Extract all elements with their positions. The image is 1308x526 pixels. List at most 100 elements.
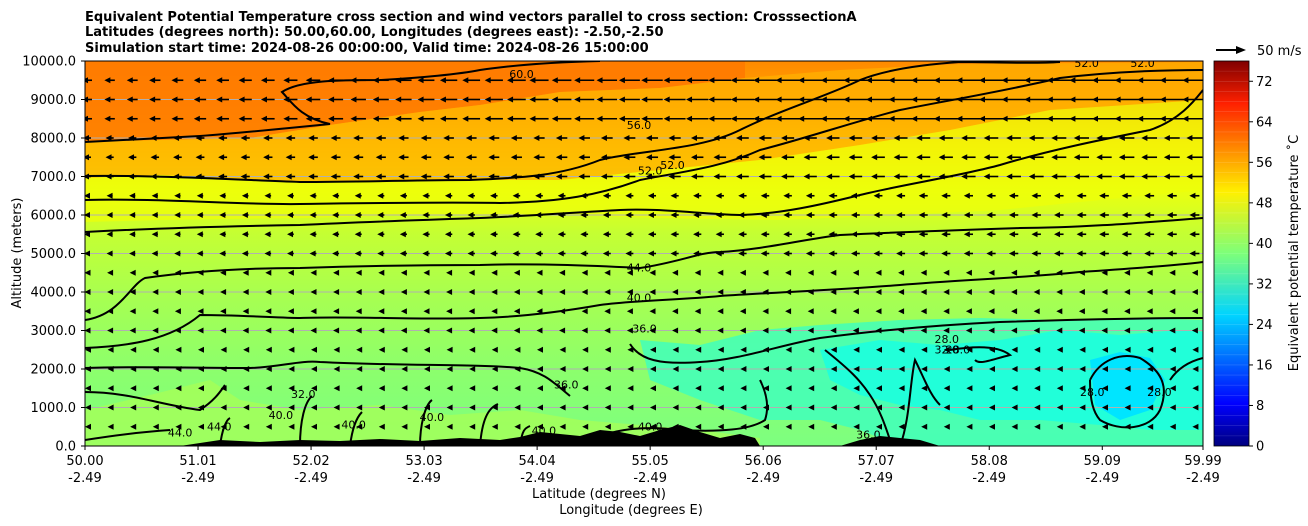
wind-vector <box>738 192 747 199</box>
wind-vector <box>260 77 275 84</box>
wind-vector <box>85 115 92 122</box>
wind-vector <box>446 308 453 315</box>
wind-vector <box>197 308 204 315</box>
wind-vector <box>535 212 543 218</box>
wind-vector <box>243 346 250 353</box>
wind-vector <box>1031 212 1041 218</box>
wind-vector <box>763 385 769 392</box>
wind-vector <box>717 289 724 295</box>
wind-vector <box>738 250 747 257</box>
warm-surface-band <box>85 380 760 446</box>
wind-vector <box>220 327 227 334</box>
wind-vector <box>1192 423 1199 430</box>
wind-vector <box>241 192 249 199</box>
wind-vector <box>263 154 273 161</box>
wind-vector <box>1079 423 1086 430</box>
wind-vector <box>988 289 995 295</box>
wind-vector <box>1189 250 1200 257</box>
wind-vector <box>218 173 228 180</box>
wind-vector <box>933 115 958 122</box>
wind-vector <box>354 212 362 218</box>
wind-vector <box>1191 289 1198 295</box>
wind-vector <box>848 173 863 180</box>
wind-vector <box>378 404 385 411</box>
wind-vector <box>332 192 340 199</box>
wind-vector <box>356 346 363 353</box>
wind-vector <box>130 404 137 411</box>
wind-vector <box>417 115 435 122</box>
wind-vector <box>399 192 407 199</box>
wind-vector <box>1137 115 1162 122</box>
wind-vector <box>130 366 137 372</box>
wind-vector <box>490 212 498 218</box>
wind-vector <box>465 135 477 141</box>
wind-vector <box>150 135 160 141</box>
wind-vector <box>876 423 882 430</box>
wind-vector <box>1182 96 1203 103</box>
wind-vector <box>149 115 161 122</box>
colorbar-tick-label: 24 <box>1256 318 1273 333</box>
wind-vector <box>1141 154 1158 161</box>
wind-vector <box>104 96 115 103</box>
wind-vector <box>1076 231 1087 238</box>
wind-vector <box>401 423 408 430</box>
wind-vector <box>1056 423 1063 430</box>
wind-vector <box>672 404 679 411</box>
wind-vector <box>1121 231 1132 238</box>
wind-vector <box>126 115 138 122</box>
wind-vector <box>551 96 572 103</box>
contour-label: 52.0 <box>660 159 685 172</box>
wind-vector <box>943 423 950 430</box>
wind-vector <box>85 423 91 430</box>
wind-vector <box>672 269 679 276</box>
y-tick-label: 9000.0 <box>31 93 77 108</box>
wind-vector <box>785 423 792 430</box>
wind-vector <box>446 366 453 372</box>
wind-vector <box>537 404 543 411</box>
wind-vector <box>513 327 520 334</box>
wind-vector <box>283 115 298 122</box>
wind-vector <box>85 308 91 315</box>
wind-vector <box>785 366 792 372</box>
wind-vector <box>372 77 389 84</box>
wind-vector <box>151 212 158 218</box>
wind-vector <box>717 327 724 334</box>
wind-vector <box>758 135 772 141</box>
wind-vector <box>1101 308 1108 315</box>
wind-vector <box>921 385 928 392</box>
wind-vector <box>535 231 543 238</box>
wind-vector <box>941 231 951 238</box>
wind-vector <box>938 135 953 141</box>
wind-vector <box>1079 404 1086 411</box>
wind-vector <box>535 192 543 199</box>
wind-vector <box>308 135 318 141</box>
wind-vector <box>921 346 928 353</box>
wind-vector <box>243 404 250 411</box>
wind-vector <box>1006 154 1021 161</box>
wind-vector <box>830 269 837 276</box>
wind-vector <box>216 115 229 122</box>
wind-vector <box>484 77 503 84</box>
wind-vector <box>420 173 432 180</box>
wind-vector <box>828 250 838 257</box>
wind-vector <box>1147 346 1154 353</box>
wind-vector <box>468 327 475 334</box>
x-axis: 50.00 -2.49 51.01 -2.49 52.02 -2.49 53.03 -2.49… <box>66 446 1222 486</box>
wind-vector <box>623 154 636 161</box>
wind-vector <box>602 231 611 238</box>
wind-vector <box>310 327 317 334</box>
wind-vector <box>1046 96 1071 103</box>
wind-vector <box>219 250 226 257</box>
wind-vector <box>484 115 503 122</box>
wind-vector <box>1056 308 1063 315</box>
wind-vector <box>830 289 837 295</box>
wind-vector <box>174 327 181 334</box>
wind-vector <box>1163 154 1180 161</box>
colorbar-tick-label: 56 <box>1256 156 1273 171</box>
wind-vector <box>377 231 385 238</box>
quiver-key: 50 m/s <box>1216 44 1302 59</box>
wind-vector <box>1099 250 1109 257</box>
y-tick-label: 1000.0 <box>31 401 77 416</box>
wind-vector <box>852 327 859 334</box>
contour-label: 52.0 <box>1074 57 1099 70</box>
